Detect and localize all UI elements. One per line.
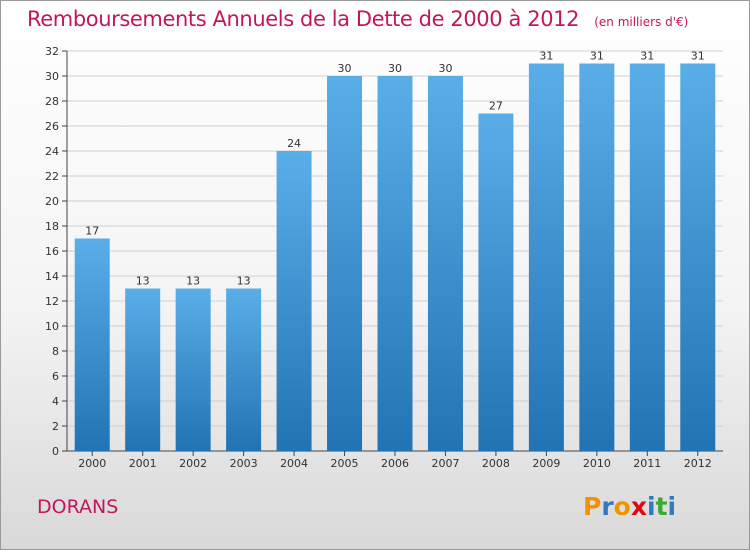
x-tick-label: 2000 <box>78 457 106 470</box>
data-label: 13 <box>136 275 150 288</box>
logo-letter: P <box>583 492 602 521</box>
bar <box>175 288 211 451</box>
logo-letter: x <box>630 492 647 521</box>
data-label: 27 <box>489 100 503 113</box>
bar <box>125 288 161 451</box>
x-tick-label: 2005 <box>331 457 359 470</box>
data-label: 31 <box>691 50 705 63</box>
y-tick-label: 0 <box>52 445 59 458</box>
logo-letter: i <box>667 492 677 521</box>
bar <box>680 63 716 451</box>
y-tick-label: 12 <box>45 295 59 308</box>
bar <box>377 76 413 451</box>
data-label: 31 <box>640 50 654 63</box>
x-tick-label: 2003 <box>230 457 258 470</box>
x-tick-label: 2007 <box>431 457 459 470</box>
data-label: 17 <box>85 225 99 238</box>
logo-letter: i <box>647 492 656 521</box>
data-label: 30 <box>388 62 402 75</box>
commune-name: DORANS <box>37 496 119 518</box>
bar <box>629 63 665 451</box>
data-label: 24 <box>287 137 301 150</box>
x-tick-label: 2004 <box>280 457 308 470</box>
chart-unit: (en milliers d'€) <box>594 15 689 29</box>
y-tick-label: 28 <box>45 95 59 108</box>
bar <box>74 238 110 451</box>
y-tick-label: 16 <box>45 245 59 258</box>
y-tick-label: 24 <box>45 145 59 158</box>
x-tick-label: 2006 <box>381 457 409 470</box>
y-tick-label: 6 <box>52 370 59 383</box>
bar <box>579 63 615 451</box>
bar <box>427 76 463 451</box>
data-label: 13 <box>237 275 251 288</box>
data-label: 31 <box>590 50 604 63</box>
data-label: 31 <box>539 50 553 63</box>
logo-letter: t <box>655 492 668 521</box>
chart-title-main: Remboursements Annuels de la Dette de 20… <box>27 7 580 31</box>
x-tick-label: 2011 <box>633 457 661 470</box>
x-tick-label: 2001 <box>129 457 157 470</box>
y-tick-label: 18 <box>45 220 59 233</box>
x-tick-label: 2010 <box>583 457 611 470</box>
x-tick-label: 2012 <box>684 457 712 470</box>
y-tick-label: 32 <box>45 45 59 58</box>
bar <box>528 63 564 451</box>
x-tick-label: 2002 <box>179 457 207 470</box>
data-label: 30 <box>438 62 452 75</box>
y-tick-label: 4 <box>52 395 59 408</box>
logo-letter: o <box>613 492 631 521</box>
data-label: 30 <box>338 62 352 75</box>
y-tick-label: 26 <box>45 120 59 133</box>
bar <box>276 151 312 451</box>
chart-title: Remboursements Annuels de la Dette de 20… <box>27 7 688 31</box>
y-tick-label: 22 <box>45 170 59 183</box>
y-tick-label: 2 <box>52 420 59 433</box>
bar <box>327 76 363 451</box>
data-label: 13 <box>186 275 200 288</box>
y-tick-label: 30 <box>45 70 59 83</box>
y-tick-label: 20 <box>45 195 59 208</box>
bar <box>226 288 262 451</box>
y-tick-label: 8 <box>52 345 59 358</box>
y-tick-label: 14 <box>45 270 59 283</box>
y-tick-label: 10 <box>45 320 59 333</box>
bar <box>478 113 514 451</box>
x-tick-label: 2008 <box>482 457 510 470</box>
logo-letter: r <box>601 492 614 521</box>
x-tick-label: 2009 <box>532 457 560 470</box>
proxiti-logo: Proxiti <box>583 492 676 521</box>
